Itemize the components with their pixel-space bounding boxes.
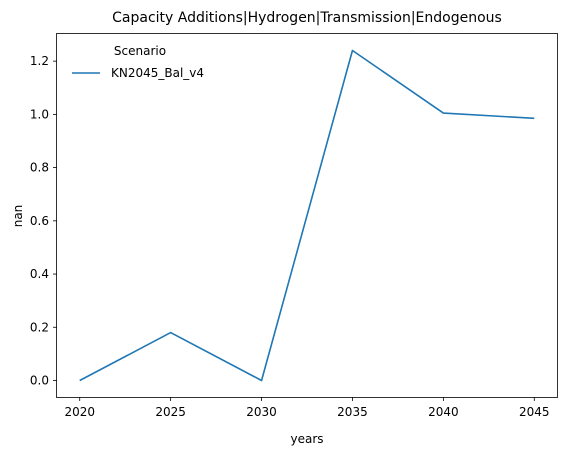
x-tick-label: 2030 [246,405,277,419]
x-tick-label: 2040 [428,405,459,419]
chart-title: Capacity Additions|Hydrogen|Transmission… [112,10,502,26]
x-tick-label: 2025 [155,405,186,419]
x-axis-label: years [290,432,323,446]
x-axis-ticks: 2020 2025 2030 2035 2040 2045 [64,397,550,419]
x-tick-label: 2020 [64,405,95,419]
y-axis-ticks: 0.0 0.2 0.4 0.6 0.8 1.0 1.2 [30,54,57,388]
x-tick-label: 2045 [519,405,550,419]
legend-entry-label: KN2045_Bal_v4 [111,66,204,80]
legend: Scenario KN2045_Bal_v4 [72,44,204,80]
y-tick-label: 0.2 [30,320,49,334]
y-tick-label: 0.6 [30,214,49,228]
series-line-0 [79,49,535,382]
y-tick-label: 0.0 [30,374,49,388]
y-tick-label: 0.4 [30,267,49,281]
series-layer [79,49,535,382]
y-tick-label: 0.8 [30,161,49,175]
y-axis-label: nan [11,205,25,228]
plot-frame [56,33,558,398]
y-tick-label: 1.2 [30,54,49,68]
x-tick-label: 2035 [337,405,368,419]
y-tick-label: 1.0 [30,107,49,121]
legend-title: Scenario [114,44,166,58]
